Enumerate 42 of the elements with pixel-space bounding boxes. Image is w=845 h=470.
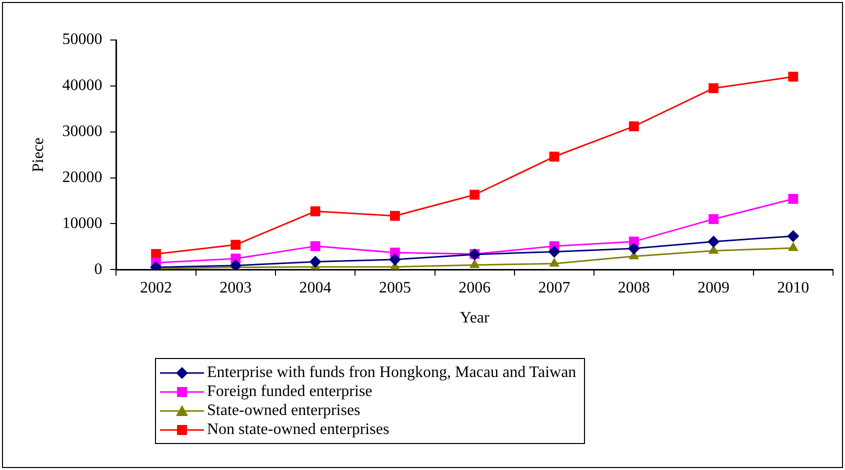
- point: [548, 246, 560, 258]
- y-tick-label: 30000: [62, 123, 102, 140]
- x-tick-label: 2006: [458, 279, 491, 296]
- point: [708, 214, 718, 224]
- point: [151, 249, 161, 259]
- y-tick-label: 40000: [62, 77, 102, 94]
- point: [628, 242, 640, 254]
- x-tick-label: 2004: [299, 279, 332, 296]
- y-axis-title: Piece: [30, 137, 47, 172]
- legend-label: Enterprise with funds fron Hongkong, Macau and Taiwan: [207, 363, 576, 382]
- point: [310, 206, 320, 216]
- legend-label: State-owned enterprises: [207, 401, 360, 420]
- x-tick-label: 2009: [698, 279, 730, 296]
- point: [469, 259, 480, 268]
- point: [628, 121, 639, 132]
- point: [708, 83, 718, 94]
- point: [788, 72, 798, 82]
- y-tick-label: 10000: [62, 214, 102, 232]
- point: [788, 242, 798, 252]
- x-tick-label: 2002: [140, 279, 172, 296]
- point: [549, 152, 560, 162]
- y-tick-label: 0: [94, 260, 102, 278]
- legend-label: Foreign funded enterprise: [207, 382, 372, 401]
- point: [310, 241, 320, 252]
- point: [788, 194, 798, 204]
- x-tick-label: 2007: [538, 279, 570, 296]
- point: [549, 258, 560, 267]
- point: [388, 254, 401, 266]
- point: [309, 256, 322, 268]
- x-axis-title: Year: [460, 310, 490, 327]
- x-tick-label: 2010: [777, 279, 810, 296]
- y-tick-label: 20000: [62, 168, 102, 186]
- point: [470, 190, 480, 200]
- x-tick-label: 2005: [378, 279, 411, 296]
- legend-label: Non state-owned enterprises: [207, 420, 390, 439]
- point: [390, 210, 400, 221]
- x-tick-label: 2003: [220, 279, 252, 296]
- point: [787, 230, 800, 242]
- x-tick-label: 2008: [618, 279, 650, 296]
- y-tick-label: 50000: [62, 31, 102, 48]
- point: [708, 236, 720, 248]
- point: [230, 240, 241, 250]
